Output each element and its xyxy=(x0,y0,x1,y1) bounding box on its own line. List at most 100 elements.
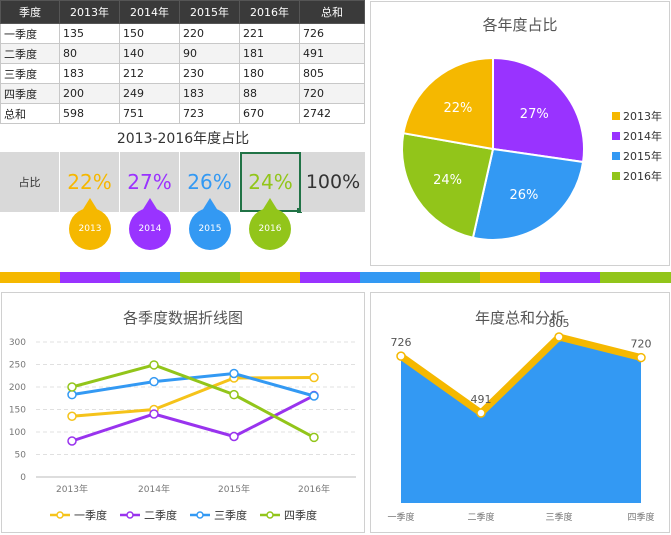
row-label-cell[interactable]: 四季度 xyxy=(0,83,60,104)
legend-entry: 2014年 xyxy=(623,129,662,143)
stripe-segment xyxy=(600,272,671,283)
pct-cell-2015: 26% xyxy=(180,152,240,212)
series-line xyxy=(71,371,315,398)
value-cell[interactable]: 805 xyxy=(299,63,365,84)
x-tick-label: 一季度 xyxy=(387,511,414,523)
value-cell[interactable]: 720 xyxy=(299,83,365,104)
value-cell[interactable]: 200 xyxy=(59,83,120,104)
data-label: 805 xyxy=(549,317,570,330)
legend-swatch xyxy=(612,152,620,160)
value-cell[interactable]: 723 xyxy=(179,103,240,124)
selection-handle[interactable] xyxy=(297,208,302,213)
pct-cell-2014: 27% xyxy=(120,152,180,212)
data-point xyxy=(229,368,239,379)
stripe-segment xyxy=(480,272,540,283)
area-top-line xyxy=(398,333,642,417)
data-point xyxy=(396,351,406,361)
pie-slice xyxy=(402,56,494,151)
data-point xyxy=(229,389,239,400)
value-cell[interactable]: 220 xyxy=(179,23,240,44)
table-row: 一季度 135 150 220 221 726 xyxy=(0,23,365,44)
stripe-segment xyxy=(60,272,120,283)
value-cell[interactable]: 80 xyxy=(59,43,120,64)
row-label-cell[interactable]: 总和 xyxy=(0,103,60,124)
table-row: 三季度 183 212 230 180 805 xyxy=(0,63,365,84)
data-point xyxy=(229,431,239,442)
stripe-segment xyxy=(360,272,420,283)
pie-slice xyxy=(401,132,495,239)
value-cell[interactable]: 598 xyxy=(59,103,120,124)
area-panel: 年度总和分析 726 491 805 720 一季度 二季度 三季度 四季度 xyxy=(370,292,670,533)
header-cell: 季度 xyxy=(0,0,60,24)
value-cell[interactable]: 221 xyxy=(239,23,300,44)
data-point xyxy=(476,408,486,418)
data-point xyxy=(67,389,77,400)
row-label-cell[interactable]: 一季度 xyxy=(0,23,60,44)
y-tick-label: 100 xyxy=(9,428,26,438)
data-label: 720 xyxy=(631,338,652,351)
header-cell: 总和 xyxy=(299,0,365,24)
data-point xyxy=(67,436,77,446)
pie-data-label: 24% xyxy=(433,173,462,188)
value-cell[interactable]: 88 xyxy=(239,83,300,104)
value-cell[interactable]: 150 xyxy=(119,23,180,44)
y-tick-label: 200 xyxy=(9,383,26,393)
stripe-segment xyxy=(120,272,180,283)
line-panel: 各季度数据折线图 0 50 100 150 200 250 300 2013年 2014年 201… xyxy=(1,292,365,533)
series-line xyxy=(71,363,315,439)
drop-2013-label: 2013 xyxy=(69,208,111,250)
drop-2016: 2016 xyxy=(249,198,291,250)
value-cell[interactable]: 249 xyxy=(119,83,180,104)
y-tick-label: 50 xyxy=(15,451,27,461)
legend-entry: 一季度 xyxy=(74,508,107,522)
row-label-cell[interactable]: 二季度 xyxy=(0,43,60,64)
table-row: 二季度 80 140 90 181 491 xyxy=(0,43,365,64)
pie-slice xyxy=(471,147,585,241)
x-tick-label: 2013年 xyxy=(56,483,88,495)
x-tick-label: 四季度 xyxy=(627,511,654,523)
value-cell[interactable]: 212 xyxy=(119,63,180,84)
data-point xyxy=(67,382,77,392)
value-cell[interactable]: 183 xyxy=(59,63,120,84)
value-cell[interactable]: 181 xyxy=(239,43,300,64)
color-stripe xyxy=(0,272,671,283)
pie-title: 各年度占比 xyxy=(482,16,558,34)
value-cell[interactable]: 726 xyxy=(299,23,365,44)
y-tick-label: 150 xyxy=(9,406,26,416)
pie-slice xyxy=(492,56,585,164)
value-cell[interactable]: 751 xyxy=(119,103,180,124)
stripe-segment xyxy=(300,272,360,283)
legend-entry: 四季度 xyxy=(284,508,317,522)
value-cell[interactable]: 491 xyxy=(299,43,365,64)
pie-panel: 各年度占比 27% 26% 24% 22% 2013年 2014年 2015年 2016年 xyxy=(370,1,670,266)
legend-entry: 2016年 xyxy=(623,169,662,183)
value-cell[interactable]: 135 xyxy=(59,23,120,44)
legend-entry: 2013年 xyxy=(623,109,662,123)
value-cell[interactable]: 2742 xyxy=(299,103,365,124)
pct-label: 占比 xyxy=(18,176,41,189)
value-cell[interactable]: 670 xyxy=(239,103,300,124)
data-label: 491 xyxy=(471,393,492,406)
legend-marker xyxy=(266,511,274,519)
legend-marker xyxy=(126,511,134,519)
value-cell[interactable]: 140 xyxy=(119,43,180,64)
table-row: 总和 598 751 723 670 2742 xyxy=(0,103,365,124)
legend-swatch xyxy=(612,112,620,120)
value-cell[interactable]: 183 xyxy=(179,83,240,104)
y-tick-label: 0 xyxy=(20,473,26,483)
value-cell[interactable]: 90 xyxy=(179,43,240,64)
stripe-segment xyxy=(240,272,300,283)
y-tick-label: 250 xyxy=(9,361,26,371)
pie-data-label: 27% xyxy=(520,107,549,122)
value-cell[interactable]: 230 xyxy=(179,63,240,84)
stripe-segment xyxy=(420,272,480,283)
data-point xyxy=(149,360,159,370)
x-tick-label: 2014年 xyxy=(138,483,170,495)
x-tick-label: 三季度 xyxy=(545,511,572,523)
area-fill xyxy=(401,337,641,503)
y-tick-label: 300 xyxy=(9,338,26,348)
drop-2015: 2015 xyxy=(189,198,231,250)
value-cell[interactable]: 180 xyxy=(239,63,300,84)
row-label-cell[interactable]: 三季度 xyxy=(0,63,60,84)
quarterly-table: 季度 2013年 2014年 2015年 2016年 总和 一季度 135 150 2… xyxy=(0,0,365,124)
